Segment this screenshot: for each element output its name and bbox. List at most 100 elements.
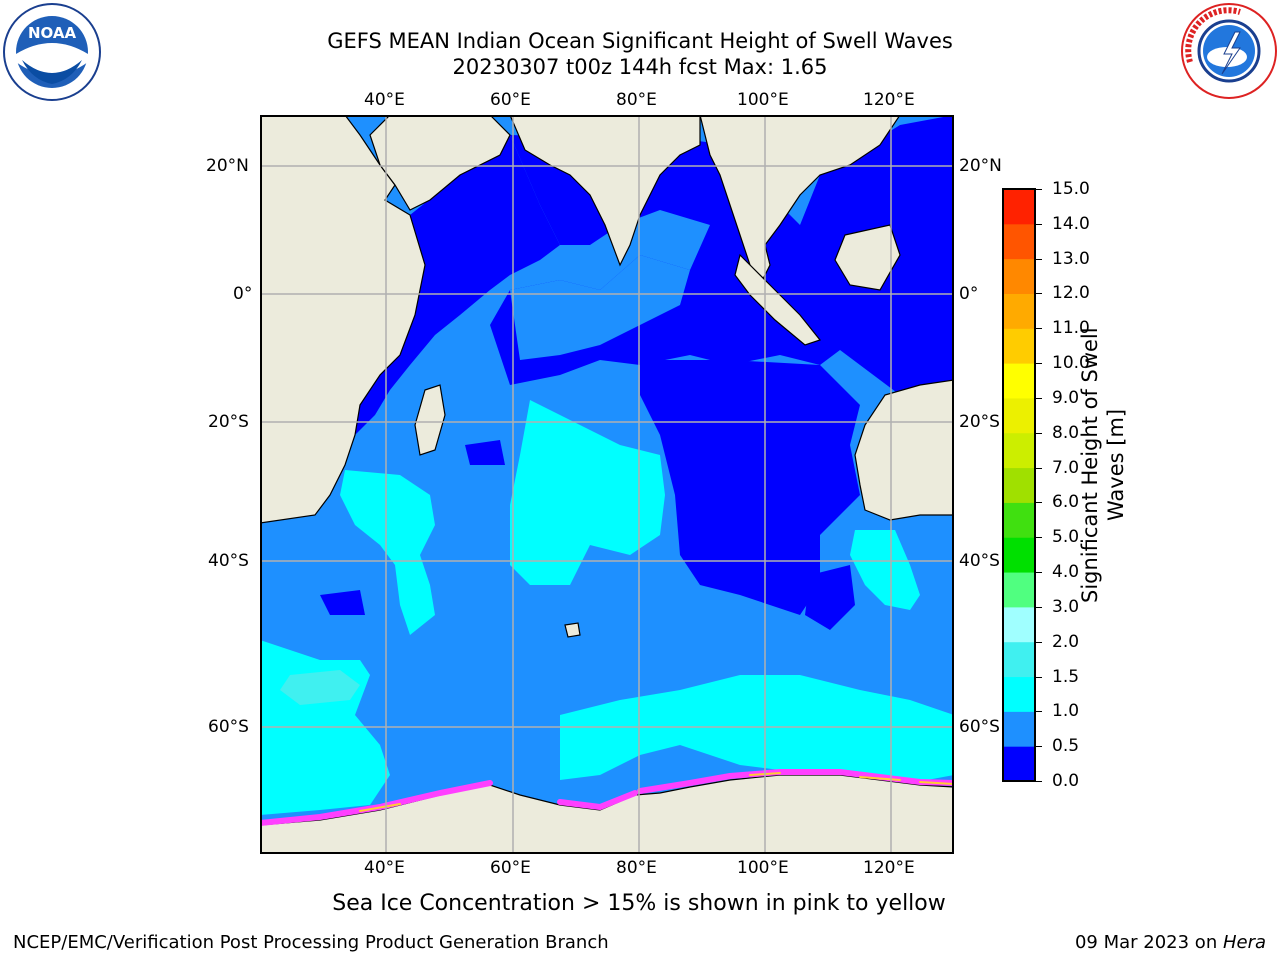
lat-tick-left-20n: 20°N (206, 156, 249, 176)
swell-region-equatorial (510, 255, 690, 360)
lon-tick-bottom-120e: 120°E (863, 858, 915, 878)
swell-region-madagascar-low (465, 440, 505, 465)
swell-region-west-cyan (340, 470, 435, 635)
colorbar-tick-mark (1036, 328, 1042, 330)
colorbar-tick-mark (1036, 293, 1042, 295)
lat-tick-right-40s: 40°S (959, 551, 1000, 571)
colorbar-tick-label: 11.0 (1052, 318, 1090, 339)
colorbar-tick-label: 0.5 (1052, 736, 1080, 757)
map-subtitle: 20230307 t00z 144h fcst Max: 1.65 (452, 55, 828, 79)
colorbar-bin-12.0-13.0 (1003, 258, 1035, 294)
lat-tick-right-20n: 20°N (959, 156, 1002, 176)
colorbar-bin-0.0-0.5 (1003, 746, 1035, 782)
map-frame (260, 115, 954, 854)
colorbar-tick-mark (1036, 676, 1042, 678)
colorbar-tick-label: 10.0 (1052, 353, 1090, 374)
colorbar-tick-label: 4.0 (1052, 562, 1080, 583)
land-sumatra (734, 253, 822, 346)
colorbar-tick-mark (1036, 363, 1042, 365)
colorbar-bin-8.0-9.0 (1003, 397, 1035, 434)
colorbar-tick-mark (1036, 189, 1042, 190)
footer-date: 09 Mar 2023 on Hera (1075, 932, 1266, 954)
land-masses (260, 115, 954, 854)
footer-branch: NCEP/EMC/Verification Post Processing Pr… (13, 932, 609, 953)
colorbar-tick-mark (1036, 537, 1042, 539)
national-weather-service-logo-icon (1180, 2, 1278, 100)
colorbar-tick-mark (1036, 467, 1042, 469)
swell-region-mid-cyan-1 (510, 400, 665, 585)
colorbar-bin-7.0-8.0 (1003, 432, 1035, 469)
colorbar-bin-3.0-4.0 (1003, 572, 1035, 608)
colorbar-tick-label: 6.0 (1052, 492, 1080, 513)
noaa-logo-icon: NOAA (2, 2, 102, 102)
colorbar-bin-1.0-1.5 (1003, 676, 1035, 712)
colorbar-tick-label: 5.0 (1052, 527, 1080, 548)
swell-region-east-cyan (850, 530, 920, 610)
colorbar-tick-label: 3.0 (1052, 596, 1080, 617)
colorbar-tick-label: 8.0 (1052, 422, 1080, 443)
lat-tick-right-20s: 20°S (959, 412, 1000, 432)
colorbar-tick-label: 13.0 (1052, 248, 1090, 269)
land-australia (854, 379, 954, 521)
colorbar-tick-label: 1.5 (1052, 666, 1080, 687)
footer-host: Hera (1222, 932, 1266, 953)
swell-region-arabian-sea (355, 135, 560, 435)
map-title: GEFS MEAN Indian Ocean Significant Heigh… (327, 29, 953, 53)
land-kerguelen (564, 622, 581, 638)
lon-tick-top-60e: 60°E (490, 90, 531, 110)
colorbar-tick-label: 9.0 (1052, 387, 1080, 408)
sea-ice-edge (260, 769, 954, 826)
land-southeast-asia (699, 115, 901, 287)
lat-tick-left-60s: 60°S (208, 717, 249, 737)
lat-tick-left-0: 0° (233, 284, 253, 304)
colorbar-tick-label: 0.0 (1052, 771, 1080, 791)
lon-tick-bottom-80e: 80°E (616, 858, 657, 878)
colorbar-tick-mark (1036, 781, 1042, 782)
colorbar-bin-10.0-11.0 (1003, 328, 1035, 364)
footer-date-text: 09 Mar 2023 on (1074, 932, 1223, 953)
colorbar-bin-14.0-15.0 (1003, 189, 1035, 225)
colorbar-tick-mark (1036, 502, 1042, 504)
land-arabian-peninsula (369, 115, 511, 211)
lat-tick-right-0: 0° (959, 284, 979, 304)
colorbar-title: Significant Height of Swell Waves [m] (1078, 327, 1128, 603)
colorbar-tick-mark (1036, 223, 1042, 225)
swell-region-small-low-1 (320, 590, 365, 615)
colorbar-bin-13.0-14.0 (1003, 223, 1035, 260)
lon-tick-top-100e: 100°E (737, 90, 789, 110)
colorbar-bin-1.5-2.0 (1003, 641, 1035, 678)
colorbar-bin-0.5-1.0 (1003, 711, 1035, 747)
swell-region-southeast-low-2 (805, 565, 855, 630)
colorbar-tick-label: 1.0 (1052, 701, 1080, 722)
colorbar-tick-mark (1036, 746, 1042, 748)
colorbar-bin-2.0-3.0 (1003, 606, 1035, 643)
colorbar-tick-label: 12.0 (1052, 283, 1090, 304)
land-arabia-africa (260, 115, 426, 524)
colorbar-tick-mark (1036, 397, 1042, 399)
lon-tick-top-40e: 40°E (364, 90, 405, 110)
colorbar-bin-4.0-5.0 (1003, 537, 1035, 573)
colorbar-tick-label: 15.0 (1052, 179, 1090, 199)
colorbar-tick-mark (1036, 606, 1042, 608)
lat-tick-left-20s: 20°S (208, 412, 249, 432)
colorbar-tick-mark (1036, 641, 1042, 643)
lon-tick-top-120e: 120°E (863, 90, 915, 110)
lat-tick-left-40s: 40°S (208, 551, 249, 571)
colorbar-tick-mark (1036, 572, 1042, 574)
sea-ice-caption: Sea Ice Concentration > 15% is shown in … (332, 891, 946, 916)
lon-tick-top-80e: 80°E (616, 90, 657, 110)
colorbar-bin-6.0-7.0 (1003, 467, 1035, 503)
colorbar-tick-label: 7.0 (1052, 457, 1080, 478)
swell-region-southern-cyan-light (280, 670, 360, 705)
noaa-logo-text: NOAA (28, 24, 77, 42)
colorbar-bin-9.0-10.0 (1003, 363, 1035, 399)
swell-region-southeast-low (640, 360, 860, 615)
land-borneo (834, 224, 901, 291)
lon-tick-bottom-100e: 100°E (737, 858, 789, 878)
graticule (260, 115, 954, 854)
land-madagascar (414, 384, 446, 456)
colorbar-tick-label: 14.0 (1052, 213, 1090, 234)
colorbar-frame (1002, 188, 1036, 782)
lon-tick-bottom-60e: 60°E (490, 858, 531, 878)
colorbar-tick-label: 2.0 (1052, 631, 1080, 652)
